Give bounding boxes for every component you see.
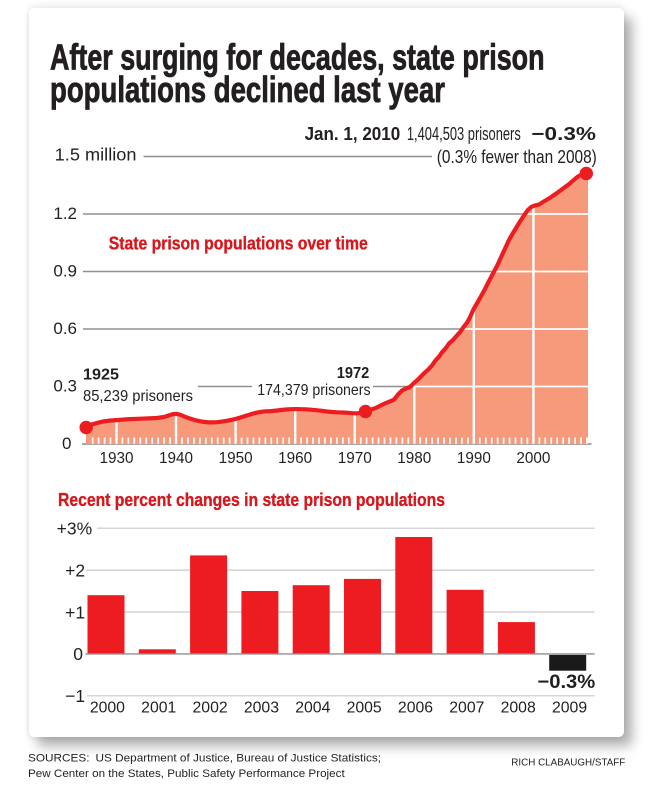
svg-text:2002: 2002 xyxy=(193,700,228,717)
svg-text:0: 0 xyxy=(73,644,83,664)
svg-text:0.3: 0.3 xyxy=(53,376,77,395)
svg-text:−0.3%: −0.3% xyxy=(537,672,595,693)
svg-text:2003: 2003 xyxy=(244,700,279,717)
svg-text:1.2: 1.2 xyxy=(53,204,77,223)
svg-text:+1: +1 xyxy=(65,602,85,622)
svg-text:Pew Center on the States, Publ: Pew Center on the States, Public Safety … xyxy=(28,768,346,780)
svg-text:2005: 2005 xyxy=(347,700,382,717)
svg-text:1930: 1930 xyxy=(99,450,133,467)
svg-text:174,379 prisoners: 174,379 prisoners xyxy=(257,382,370,399)
svg-text:populations declined last year: populations declined last year xyxy=(50,69,445,110)
svg-text:SOURCES: US Department of Just: SOURCES: US Department of Justice, Burea… xyxy=(28,753,381,765)
svg-text:1970: 1970 xyxy=(338,450,372,467)
svg-text:1950: 1950 xyxy=(219,450,253,467)
svg-text:2007: 2007 xyxy=(449,700,484,717)
svg-text:−0.3%: −0.3% xyxy=(531,123,596,144)
svg-text:2004: 2004 xyxy=(295,700,330,717)
svg-text:1990: 1990 xyxy=(457,450,491,467)
svg-text:−1: −1 xyxy=(65,686,85,706)
svg-text:2009: 2009 xyxy=(552,700,587,717)
svg-text:2008: 2008 xyxy=(501,700,536,717)
svg-text:85,239 prisoners: 85,239 prisoners xyxy=(83,388,193,405)
svg-text:1980: 1980 xyxy=(397,450,431,467)
svg-text:1972: 1972 xyxy=(337,365,370,382)
svg-text:(0.3% fewer than 2008): (0.3% fewer than 2008) xyxy=(437,146,597,167)
svg-text:1,404,503 prisoners: 1,404,503 prisoners xyxy=(407,123,521,144)
svg-text:State prison populations over: State prison populations over time xyxy=(109,233,368,253)
svg-text:1925: 1925 xyxy=(83,366,119,383)
svg-text:Recent percent changes in stat: Recent percent changes in state prison p… xyxy=(58,490,445,510)
svg-text:After surging for decades, sta: After surging for decades, state prison xyxy=(50,37,545,78)
svg-text:2006: 2006 xyxy=(398,700,433,717)
svg-text:0.9: 0.9 xyxy=(53,261,77,280)
svg-text:Jan. 1, 2010: Jan. 1, 2010 xyxy=(305,123,401,144)
svg-text:0.6: 0.6 xyxy=(53,319,77,338)
svg-text:2001: 2001 xyxy=(141,700,176,717)
svg-text:1960: 1960 xyxy=(278,450,312,467)
svg-text:RICH CLABAUGH/STAFF: RICH CLABAUGH/STAFF xyxy=(511,758,625,769)
svg-text:1.5 million: 1.5 million xyxy=(55,145,137,165)
svg-text:0: 0 xyxy=(62,434,71,453)
svg-text:2000: 2000 xyxy=(90,700,125,717)
svg-text:2000: 2000 xyxy=(516,450,550,467)
svg-text:1940: 1940 xyxy=(159,450,193,467)
svg-text:+3%: +3% xyxy=(57,519,93,539)
svg-text:+2: +2 xyxy=(65,560,85,580)
